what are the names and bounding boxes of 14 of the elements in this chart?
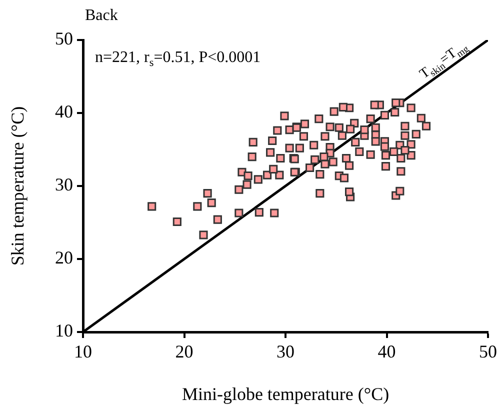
x-tick-label: 20 xyxy=(175,342,194,362)
y-tick-label: 40 xyxy=(55,102,73,122)
y-axis-title: Skin temperature (°C) xyxy=(8,106,28,266)
y-tick-label: 20 xyxy=(55,248,73,268)
chart-title: Back xyxy=(85,7,118,24)
x-tick-label: 30 xyxy=(276,342,294,362)
x-tick-label: 10 xyxy=(74,342,92,362)
y-tick-label: 30 xyxy=(55,174,73,195)
x-axis-title: Mini-globe temperature (°C) xyxy=(182,384,390,404)
y-tick-label: 50 xyxy=(55,28,73,49)
annotation: Tskin=Tmg xyxy=(417,44,472,82)
x-tick-label: 40 xyxy=(378,342,396,362)
x-tick-label: 50 xyxy=(479,342,497,362)
y-tick-label: 10 xyxy=(55,320,73,341)
